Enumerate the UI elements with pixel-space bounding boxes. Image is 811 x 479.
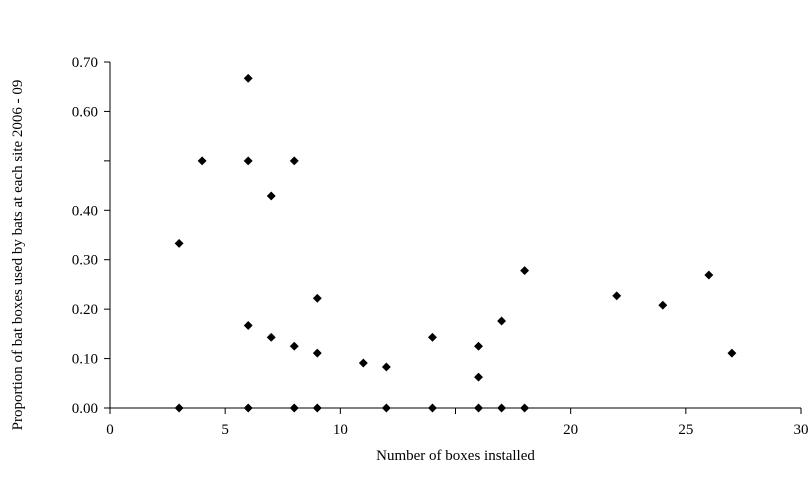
data-point bbox=[497, 316, 507, 326]
data-points bbox=[174, 73, 737, 413]
data-point bbox=[473, 341, 484, 351]
y-axis-title: Proportion of bat boxes used by bats at … bbox=[10, 80, 26, 431]
data-point bbox=[381, 403, 391, 413]
y-tick-label: 0.10 bbox=[72, 352, 98, 368]
x-tick-label: 30 bbox=[794, 422, 809, 438]
x-tick-label: 25 bbox=[678, 422, 693, 438]
data-point bbox=[243, 73, 253, 83]
data-point bbox=[358, 358, 368, 368]
data-point bbox=[289, 403, 299, 413]
data-point bbox=[427, 403, 438, 413]
y-tick-label: 0.20 bbox=[72, 302, 98, 318]
data-point bbox=[243, 156, 253, 166]
data-point bbox=[197, 156, 207, 166]
data-point bbox=[473, 372, 484, 382]
y-tick-label: 0.70 bbox=[72, 55, 98, 71]
axes bbox=[109, 62, 801, 409]
y-tick-label: 0.00 bbox=[72, 401, 98, 417]
data-point bbox=[520, 266, 530, 276]
data-point bbox=[520, 403, 530, 413]
data-point bbox=[381, 362, 391, 372]
data-point bbox=[243, 320, 253, 331]
data-point bbox=[312, 348, 322, 358]
x-tick-label: 10 bbox=[333, 422, 348, 438]
data-point bbox=[473, 403, 484, 413]
x-tick-label: 20 bbox=[563, 422, 578, 438]
y-tick-label: 0.40 bbox=[72, 203, 98, 219]
data-point bbox=[174, 238, 184, 248]
x-ticks: 0 5 10 20 25 30 bbox=[106, 408, 809, 438]
y-tick-label: 0.60 bbox=[72, 104, 98, 120]
data-point bbox=[174, 403, 184, 413]
data-point bbox=[312, 403, 322, 413]
data-point bbox=[612, 291, 622, 301]
data-point bbox=[427, 332, 438, 342]
data-point bbox=[289, 341, 299, 351]
y-tick-label: 0.30 bbox=[72, 253, 98, 269]
data-point bbox=[497, 403, 507, 413]
x-tick-label: 0 bbox=[106, 422, 114, 438]
data-point bbox=[312, 293, 322, 303]
y-ticks: 0.00 0.10 0.20 0.30 0.40 0.60 0.70 bbox=[72, 55, 110, 417]
data-point bbox=[658, 300, 668, 310]
data-point bbox=[727, 348, 737, 358]
data-point bbox=[289, 156, 299, 166]
x-tick-label: 5 bbox=[221, 422, 229, 438]
data-point bbox=[704, 270, 714, 280]
data-point bbox=[266, 332, 276, 342]
x-axis-title: Number of boxes installed bbox=[376, 448, 535, 464]
data-point bbox=[243, 403, 253, 413]
data-point bbox=[266, 191, 276, 201]
